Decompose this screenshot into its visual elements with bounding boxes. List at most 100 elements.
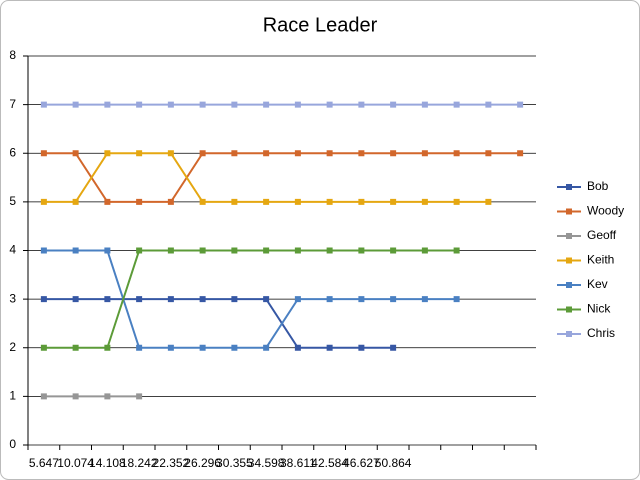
- data-point: [326, 296, 333, 303]
- data-point: [517, 150, 524, 157]
- data-point: [40, 296, 47, 303]
- data-point: [136, 344, 143, 351]
- data-point: [136, 198, 143, 205]
- data-point: [358, 344, 365, 351]
- data-point: [390, 247, 397, 254]
- data-point: [199, 296, 206, 303]
- y-tick-label: 8: [9, 48, 16, 62]
- data-point: [231, 344, 238, 351]
- series-line: [43, 298, 394, 349]
- x-tick-label: 34.598: [248, 456, 285, 470]
- y-tick-label: 1: [9, 389, 16, 403]
- y-tick-label: 6: [9, 145, 16, 159]
- data-point: [263, 344, 270, 351]
- data-point: [453, 101, 460, 108]
- x-tick-label: 5.647: [29, 456, 59, 470]
- legend-label: Woody: [587, 204, 624, 218]
- data-point: [294, 101, 301, 108]
- legend-label: Nick: [587, 302, 611, 316]
- x-tick-label: 14.108: [89, 456, 126, 470]
- data-point: [453, 150, 460, 157]
- data-point: [453, 198, 460, 205]
- data-point: [421, 296, 428, 303]
- x-tick-label: 46.627: [343, 456, 380, 470]
- legend-marker: [566, 208, 572, 215]
- data-point: [136, 393, 143, 400]
- series-line: [43, 249, 457, 349]
- data-point: [104, 198, 111, 205]
- data-point: [72, 344, 79, 351]
- data-point: [326, 344, 333, 351]
- data-point: [263, 198, 270, 205]
- legend-marker: [566, 331, 572, 337]
- legend-label: Bob: [587, 179, 609, 193]
- data-point: [167, 247, 174, 254]
- data-point: [40, 393, 47, 400]
- legend-label: Kev: [587, 277, 608, 291]
- data-point: [263, 247, 270, 254]
- data-point: [104, 296, 111, 303]
- data-point: [167, 198, 174, 205]
- data-point: [358, 101, 365, 108]
- data-point: [104, 247, 111, 254]
- data-point: [326, 247, 333, 254]
- legend-marker: [566, 306, 572, 313]
- x-tick-label: 22.352: [153, 456, 190, 470]
- data-point: [72, 198, 79, 205]
- data-point: [263, 150, 270, 157]
- x-tick-label: 38.611: [280, 456, 316, 470]
- data-point: [40, 150, 47, 157]
- data-point: [326, 101, 333, 108]
- data-point: [199, 247, 206, 254]
- y-tick-label: 0: [9, 437, 16, 451]
- data-point: [485, 101, 492, 108]
- data-point: [358, 247, 365, 254]
- data-point: [199, 150, 206, 157]
- y-tick-label: 3: [9, 291, 16, 305]
- data-point: [421, 150, 428, 157]
- legend-marker: [566, 233, 572, 239]
- y-tick-label: 5: [9, 194, 16, 208]
- data-point: [390, 198, 397, 205]
- legend-label: Geoff: [587, 228, 617, 242]
- y-tick-label: 4: [9, 243, 16, 257]
- data-point: [167, 150, 174, 157]
- data-point: [485, 198, 492, 205]
- data-point: [294, 296, 301, 303]
- data-point: [390, 150, 397, 157]
- data-point: [294, 198, 301, 205]
- legend-label: Chris: [587, 326, 615, 340]
- data-point: [421, 198, 428, 205]
- data-point: [167, 296, 174, 303]
- data-point: [421, 101, 428, 108]
- data-point: [294, 344, 301, 351]
- data-point: [136, 101, 143, 108]
- data-point: [231, 101, 238, 108]
- data-point: [104, 393, 111, 400]
- legend-label: Keith: [587, 253, 614, 267]
- data-point: [72, 247, 79, 254]
- data-point: [104, 344, 111, 351]
- data-point: [72, 150, 79, 157]
- data-point: [294, 247, 301, 254]
- data-point: [358, 150, 365, 157]
- data-point: [485, 150, 492, 157]
- x-tick-label: 50.864: [375, 456, 412, 470]
- x-tick-label: 42.584: [311, 456, 348, 470]
- data-point: [167, 344, 174, 351]
- data-point: [104, 101, 111, 108]
- data-point: [390, 296, 397, 303]
- series-line: [43, 152, 521, 203]
- data-point: [358, 198, 365, 205]
- data-point: [40, 101, 47, 108]
- data-point: [326, 198, 333, 205]
- data-point: [72, 393, 79, 400]
- data-point: [104, 150, 111, 157]
- data-point: [358, 296, 365, 303]
- x-tick-label: 30.355: [216, 456, 253, 470]
- data-point: [40, 247, 47, 254]
- data-point: [390, 344, 397, 351]
- data-point: [72, 101, 79, 108]
- x-tick-label: 26.296: [184, 456, 221, 470]
- data-point: [263, 101, 270, 108]
